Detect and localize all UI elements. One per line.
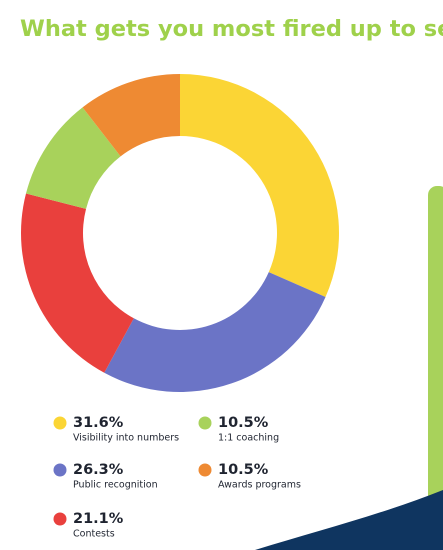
slice xyxy=(180,74,339,298)
decor-bar xyxy=(428,186,443,550)
legend-swatch xyxy=(53,416,67,430)
legend-value: 10.5% xyxy=(218,415,269,431)
legend-swatch xyxy=(53,512,67,526)
legend-value: 26.3% xyxy=(73,462,124,478)
legend: 31.6% Visibility into numbers 26.3% Public … xyxy=(53,415,301,540)
legend-value: 10.5% xyxy=(218,462,269,478)
decor-wave xyxy=(255,490,443,550)
legend-swatch xyxy=(53,463,67,477)
legend-label: Visibility into numbers xyxy=(73,433,179,444)
legend-label: Awards programs xyxy=(218,480,301,491)
legend-label: Public recognition xyxy=(73,480,158,491)
slice xyxy=(104,272,326,393)
slice xyxy=(82,74,180,157)
legend-label: 1:1 coaching xyxy=(218,433,279,444)
chart-title: What gets you most fired up to sell? xyxy=(20,16,443,42)
donut xyxy=(21,74,339,393)
slice xyxy=(21,193,134,373)
legend-swatch xyxy=(198,416,212,430)
slice xyxy=(25,107,121,209)
legend-label: Contests xyxy=(73,529,115,540)
legend-value: 31.6% xyxy=(73,415,124,431)
legend-value: 21.1% xyxy=(73,511,124,527)
legend-swatch xyxy=(198,463,212,477)
